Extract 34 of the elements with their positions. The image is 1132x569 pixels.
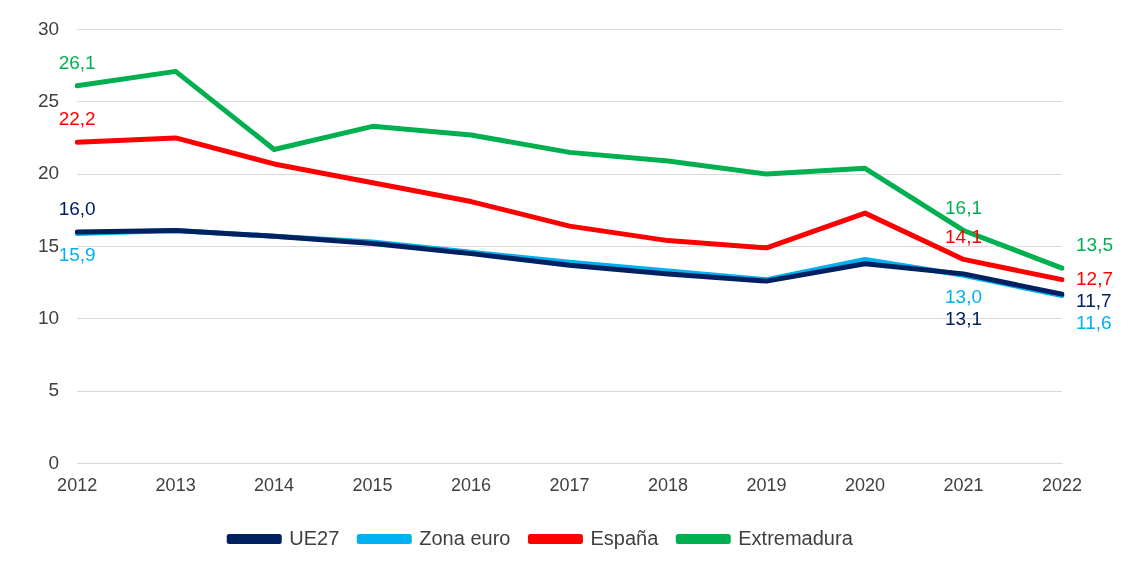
y-tick-label: 25 (37, 89, 60, 111)
data-label: 16,1 (945, 196, 983, 218)
x-tick-label: 2019 (746, 475, 787, 496)
y-tick-label: 20 (37, 162, 60, 184)
x-tick-label: 2015 (352, 475, 393, 496)
x-tick-label: 2020 (845, 475, 886, 496)
y-tick-label: 5 (48, 379, 60, 401)
data-label: 13,1 (945, 308, 983, 330)
data-label: 13,5 (1076, 234, 1113, 256)
x-tick-label: 2012 (57, 475, 98, 496)
x-tick-label: 2021 (943, 475, 984, 496)
data-label: 16,0 (58, 198, 96, 220)
y-tick-label: 0 (48, 451, 60, 473)
x-tick-label: 2017 (549, 475, 590, 496)
data-label: 11,7 (1076, 289, 1112, 311)
data-label: 12,7 (1076, 267, 1113, 289)
data-label: 15,9 (58, 243, 96, 265)
legend-label: Extremadura (738, 526, 854, 549)
data-label: 22,2 (58, 108, 96, 130)
data-label: 13,0 (945, 285, 983, 307)
y-tick-label: 30 (37, 17, 60, 39)
x-tick-label: 2014 (254, 475, 295, 496)
data-label: 26,1 (58, 52, 96, 74)
y-tick-label: 10 (37, 306, 60, 328)
x-tick-label: 2018 (648, 475, 689, 496)
legend-label: Zona euro (419, 526, 511, 549)
data-label: 14,1 (945, 225, 983, 247)
legend-label: España (590, 526, 660, 549)
x-tick-label: 2016 (451, 475, 492, 496)
data-label: 11,6 (1076, 311, 1112, 333)
legend-label: UE27 (289, 526, 340, 549)
x-tick-label: 2013 (155, 475, 196, 496)
x-tick-label: 2022 (1041, 475, 1083, 496)
y-tick-label: 15 (37, 234, 60, 256)
